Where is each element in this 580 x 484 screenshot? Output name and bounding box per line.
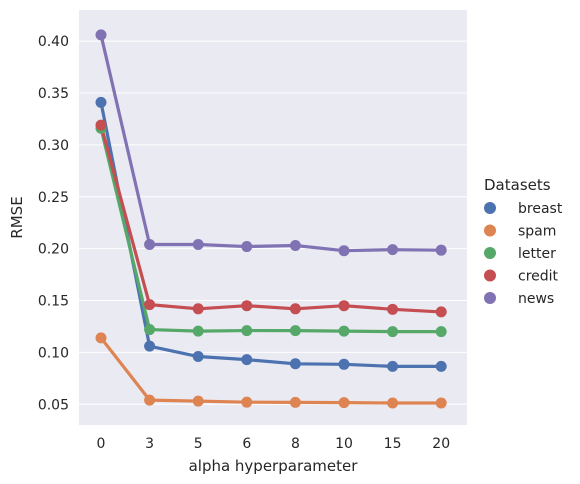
y-tick-label: 0.35 xyxy=(38,86,69,102)
data-point-letter xyxy=(338,325,350,337)
data-point-credit xyxy=(192,303,204,315)
x-tick-label: 3 xyxy=(145,436,154,452)
y-tick-label: 0.05 xyxy=(38,397,69,413)
data-point-breast xyxy=(435,360,447,372)
data-point-credit xyxy=(289,303,301,315)
x-tick-label: 0 xyxy=(97,436,106,452)
x-axis-ticks: 0 3 5 6 8 10 15 20 xyxy=(97,436,451,452)
series-line-breast xyxy=(99,100,443,368)
y-tick-label: 0.15 xyxy=(38,294,69,310)
legend-marker-spam xyxy=(484,224,496,237)
data-point-credit xyxy=(144,299,156,311)
data-point-letter xyxy=(241,325,253,337)
y-tick-label: 0.25 xyxy=(38,190,69,206)
data-point-news xyxy=(192,238,204,250)
y-tick-label: 0.20 xyxy=(38,242,69,258)
data-point-breast xyxy=(95,96,107,108)
data-point-news xyxy=(241,241,253,253)
legend-marker-breast xyxy=(484,202,496,214)
data-point-breast xyxy=(387,360,399,372)
legend-marker-letter xyxy=(484,247,496,259)
data-point-credit xyxy=(435,306,447,318)
y-axis-title: RMSE xyxy=(8,196,26,238)
data-point-news xyxy=(289,240,301,252)
data-point-news xyxy=(144,238,156,250)
data-point-spam xyxy=(241,396,253,408)
x-tick-label: 20 xyxy=(432,436,450,452)
data-point-letter xyxy=(144,324,156,336)
data-point-letter xyxy=(289,325,301,337)
x-tick-label: 15 xyxy=(384,436,402,452)
y-tick-label: 0.10 xyxy=(38,345,69,361)
series-line-credit xyxy=(99,123,443,314)
data-point-credit xyxy=(338,300,350,312)
y-tick-label: 0.30 xyxy=(38,138,69,154)
legend: Datasets breast spam letter credit news xyxy=(484,176,563,307)
y-axis-ticks: 0.05 0.10 0.15 0.20 0.25 0.30 0.35 0.40 xyxy=(38,34,69,413)
series-line-letter xyxy=(99,126,443,334)
legend-label-breast: breast xyxy=(518,201,563,217)
data-point-news xyxy=(338,245,350,257)
data-point-news xyxy=(435,244,447,256)
legend-label-letter: letter xyxy=(518,246,556,262)
legend-label-credit: credit xyxy=(518,269,559,285)
legend-title: Datasets xyxy=(484,176,551,194)
legend-marker-news xyxy=(484,292,496,304)
data-point-credit xyxy=(95,119,107,131)
data-point-spam xyxy=(192,395,204,407)
x-tick-label: 10 xyxy=(335,436,353,452)
data-point-letter xyxy=(387,326,399,338)
data-point-news xyxy=(387,244,399,256)
legend-label-spam: spam xyxy=(518,224,556,240)
series-lines xyxy=(99,33,443,405)
data-point-spam xyxy=(435,397,447,409)
series-points xyxy=(95,29,447,409)
data-point-breast xyxy=(289,358,301,370)
data-point-credit xyxy=(387,303,399,315)
data-point-breast xyxy=(241,354,253,366)
data-point-spam xyxy=(338,397,350,409)
data-point-spam xyxy=(144,394,156,406)
x-tick-label: 8 xyxy=(291,436,300,452)
data-point-spam xyxy=(387,397,399,409)
data-point-credit xyxy=(241,300,253,312)
x-tick-label: 5 xyxy=(194,436,203,452)
data-point-breast xyxy=(192,351,204,363)
x-axis-title: alpha hyperparameter xyxy=(189,457,359,475)
data-point-letter xyxy=(192,325,204,337)
data-point-spam xyxy=(289,396,301,408)
data-point-spam xyxy=(95,332,107,344)
series-line-spam xyxy=(99,336,443,405)
y-tick-label: 0.40 xyxy=(38,34,69,50)
x-tick-label: 6 xyxy=(242,436,251,452)
data-point-breast xyxy=(338,358,350,370)
data-point-breast xyxy=(144,340,156,352)
data-point-letter xyxy=(435,326,447,338)
data-point-news xyxy=(95,29,107,41)
series-line-news xyxy=(99,33,443,253)
legend-label-news: news xyxy=(518,291,554,307)
legend-marker-credit xyxy=(484,269,496,282)
